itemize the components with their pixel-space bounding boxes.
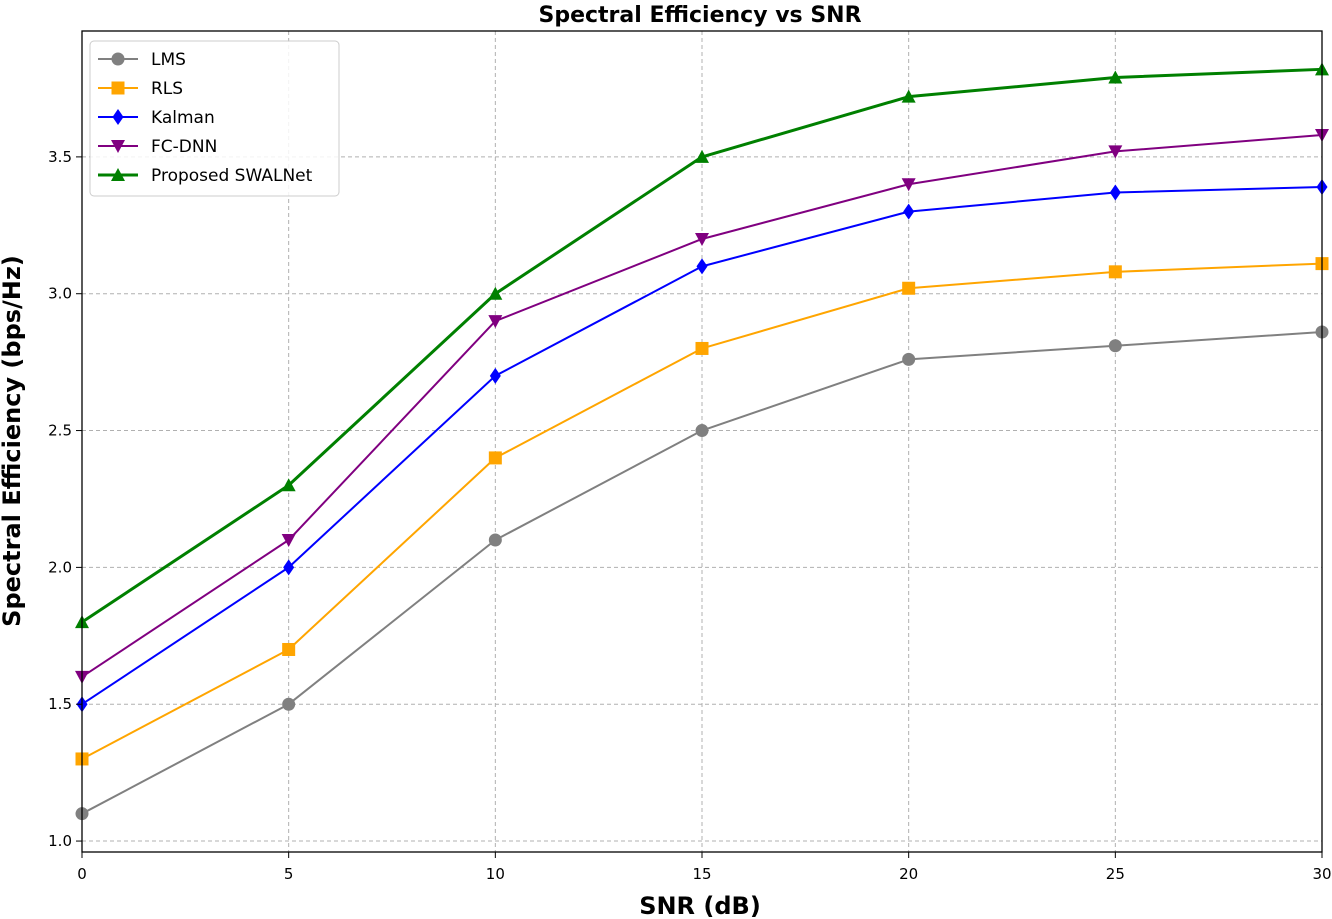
legend: LMS RLS Kalman FC-DNN Proposed SWALNet (89, 40, 340, 197)
data-point-proposed-swalnet (281, 478, 296, 492)
x-tick-label: 30 (1312, 865, 1331, 883)
data-point-fc-dnn (281, 534, 296, 548)
legend-box (89, 40, 340, 197)
x-tick-label: 25 (1106, 865, 1125, 883)
data-point-proposed-swalnet (488, 286, 503, 300)
y-tick-label: 1.5 (48, 695, 72, 713)
data-point-fc-dnn (695, 232, 709, 246)
legend-label-fc-dnn: FC-DNN (151, 137, 217, 157)
legend-marker-lms (111, 52, 125, 66)
x-tick-label: 0 (77, 865, 87, 883)
legend-label-proposed-swalnet: Proposed SWALNet (151, 166, 313, 186)
legend-label-kalman: Kalman (151, 108, 215, 128)
data-point-kalman (283, 559, 295, 576)
legend-marker-kalman (112, 109, 124, 125)
legend-label-rls: RLS (151, 79, 183, 99)
legend-label-lms: LMS (151, 50, 186, 70)
data-point-proposed-swalnet (901, 89, 916, 103)
x-axis-label: SNR (dB) (639, 892, 761, 919)
y-tick-label: 1.0 (48, 832, 72, 850)
y-tick-label: 3.0 (48, 285, 72, 303)
data-point-fc-dnn (1108, 145, 1123, 159)
data-point-rls (695, 341, 709, 355)
y-tick-label: 2.5 (48, 422, 72, 440)
data-point-fc-dnn (488, 315, 503, 329)
data-point-lms (488, 533, 502, 547)
chart-title: Spectral Efficiency vs SNR (538, 3, 861, 28)
data-point-proposed-swalnet (1108, 70, 1123, 84)
data-point-lms (902, 352, 916, 366)
series-layer (75, 62, 1329, 821)
y-tick-label: 3.5 (48, 148, 72, 166)
data-point-rls (902, 281, 916, 295)
x-tick-label: 10 (486, 865, 505, 883)
data-point-kalman (1109, 184, 1121, 201)
x-tick-label: 20 (899, 865, 918, 883)
data-point-lms (695, 424, 709, 438)
x-tick-label: 5 (284, 865, 294, 883)
data-point-kalman (489, 367, 501, 384)
data-point-rls (488, 451, 502, 465)
legend-marker-rls (111, 81, 125, 95)
data-point-lms (282, 697, 296, 711)
legend-marker-fc-dnn (111, 140, 125, 153)
data-point-fc-dnn (901, 178, 916, 192)
y-tick-label: 2.0 (48, 558, 72, 576)
legend-marker-proposed-swalnet (111, 168, 125, 181)
y-axis-label: Spectral Efficiency (bps/Hz) (0, 255, 26, 627)
data-point-proposed-swalnet (695, 149, 709, 163)
data-point-kalman (903, 203, 915, 220)
x-tick-label: 15 (692, 865, 711, 883)
data-point-lms (1108, 339, 1122, 353)
series-kalman (76, 178, 1328, 713)
data-point-kalman (696, 258, 708, 275)
series-fc-dnn (75, 128, 1329, 684)
ticks: 0 5 10 15 20 25 30 1.0 1.5 2.0 2.5 3.0 3.5 (48, 148, 1331, 883)
data-point-rls (1108, 265, 1122, 279)
data-point-rls (282, 642, 296, 656)
